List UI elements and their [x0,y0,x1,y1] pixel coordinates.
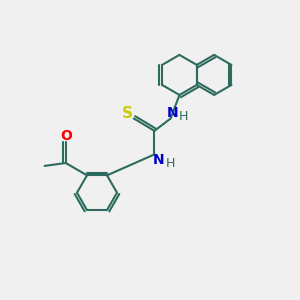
Text: N: N [153,153,165,167]
Text: O: O [60,129,72,142]
Text: N: N [167,106,179,120]
Text: H: H [166,157,175,170]
Text: H: H [179,110,188,123]
Text: S: S [122,106,133,121]
